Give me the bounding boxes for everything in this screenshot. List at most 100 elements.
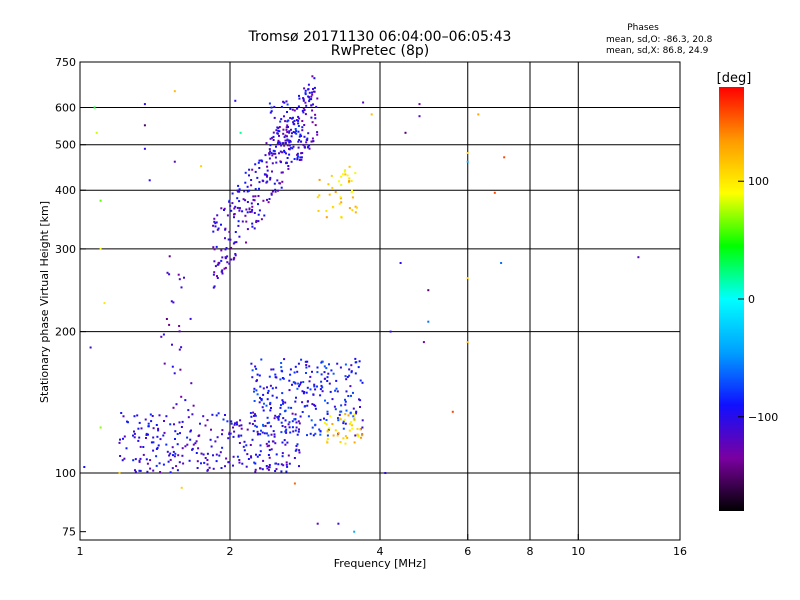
data-point bbox=[335, 387, 338, 390]
data-point bbox=[209, 438, 212, 441]
data-point bbox=[267, 468, 270, 471]
data-point bbox=[298, 422, 301, 425]
data-point bbox=[202, 453, 205, 456]
data-point bbox=[142, 446, 145, 448]
data-point bbox=[349, 412, 352, 415]
data-point bbox=[272, 149, 275, 152]
chart-title-block: Tromsø 20171130 06:04:00–06:05:43 RwPret… bbox=[248, 29, 512, 59]
data-point bbox=[277, 189, 279, 192]
data-point bbox=[311, 91, 313, 94]
data-point bbox=[323, 421, 326, 424]
data-point bbox=[133, 415, 136, 418]
data-point bbox=[286, 111, 288, 113]
data-point bbox=[316, 371, 319, 374]
data-point bbox=[186, 436, 189, 439]
data-point bbox=[297, 125, 300, 127]
data-point bbox=[310, 140, 313, 143]
data-point bbox=[269, 144, 272, 147]
data-point bbox=[304, 113, 307, 116]
data-point bbox=[301, 401, 304, 404]
data-point bbox=[331, 398, 334, 401]
data-point bbox=[297, 362, 300, 365]
data-point bbox=[177, 454, 180, 457]
data-point bbox=[234, 422, 236, 425]
data-point bbox=[291, 383, 293, 386]
data-point bbox=[224, 414, 226, 416]
data-point bbox=[267, 434, 270, 437]
data-point bbox=[191, 447, 194, 450]
data-point bbox=[214, 222, 217, 225]
data-point bbox=[214, 225, 217, 228]
data-point bbox=[118, 441, 121, 444]
data-point bbox=[283, 136, 286, 139]
data-point bbox=[253, 212, 256, 214]
data-point bbox=[350, 421, 353, 424]
data-point bbox=[343, 418, 346, 421]
data-point bbox=[149, 413, 152, 416]
data-point bbox=[348, 177, 351, 180]
phase-info-block: Phases mean, sd,O: -86.3, 20.8 mean, sd,… bbox=[606, 23, 713, 56]
data-point bbox=[258, 401, 261, 404]
data-point bbox=[293, 482, 296, 485]
data-point bbox=[244, 214, 247, 217]
data-point bbox=[204, 424, 207, 427]
data-point bbox=[220, 249, 223, 252]
data-point bbox=[296, 152, 299, 155]
data-point bbox=[338, 180, 340, 183]
data-point bbox=[348, 368, 351, 371]
data-point bbox=[280, 366, 283, 369]
data-point bbox=[83, 466, 86, 468]
data-point bbox=[191, 413, 194, 416]
data-point bbox=[340, 216, 343, 219]
data-point bbox=[342, 427, 345, 430]
data-point bbox=[316, 366, 319, 369]
data-point bbox=[275, 396, 278, 399]
data-point bbox=[156, 435, 159, 438]
data-point bbox=[259, 396, 261, 399]
data-point bbox=[313, 90, 316, 93]
data-point bbox=[297, 140, 300, 143]
data-point bbox=[134, 469, 136, 472]
data-point bbox=[212, 230, 215, 233]
data-point bbox=[248, 174, 250, 177]
data-point bbox=[118, 472, 121, 474]
data-point bbox=[352, 407, 355, 410]
data-point bbox=[351, 427, 354, 430]
data-point bbox=[297, 115, 300, 118]
data-point bbox=[297, 155, 299, 158]
data-point bbox=[235, 421, 238, 424]
data-point bbox=[308, 98, 311, 101]
data-point bbox=[389, 330, 392, 333]
data-point bbox=[328, 382, 331, 385]
data-point bbox=[280, 404, 282, 407]
data-point bbox=[186, 443, 189, 446]
data-point bbox=[333, 405, 336, 408]
data-point bbox=[256, 455, 259, 458]
data-point bbox=[173, 90, 176, 93]
data-point bbox=[254, 470, 257, 473]
data-point bbox=[288, 421, 291, 424]
data-point bbox=[157, 429, 160, 432]
data-point bbox=[300, 158, 303, 161]
data-point bbox=[213, 260, 216, 263]
data-point bbox=[175, 403, 178, 406]
data-point bbox=[272, 135, 275, 138]
data-point bbox=[326, 440, 329, 443]
data-point bbox=[159, 438, 162, 441]
data-point bbox=[286, 135, 288, 138]
data-point bbox=[143, 124, 146, 127]
data-point bbox=[304, 405, 307, 408]
data-point bbox=[323, 377, 326, 380]
data-point bbox=[340, 175, 343, 178]
data-point bbox=[334, 408, 337, 411]
data-point bbox=[351, 189, 353, 192]
data-point bbox=[274, 152, 277, 155]
data-point bbox=[229, 204, 232, 207]
x-tick-label: 16 bbox=[673, 545, 687, 558]
data-point bbox=[335, 379, 338, 382]
data-point bbox=[301, 390, 304, 393]
data-point bbox=[305, 366, 308, 369]
data-point bbox=[244, 181, 247, 184]
data-point bbox=[270, 433, 273, 436]
data-point bbox=[285, 431, 288, 434]
